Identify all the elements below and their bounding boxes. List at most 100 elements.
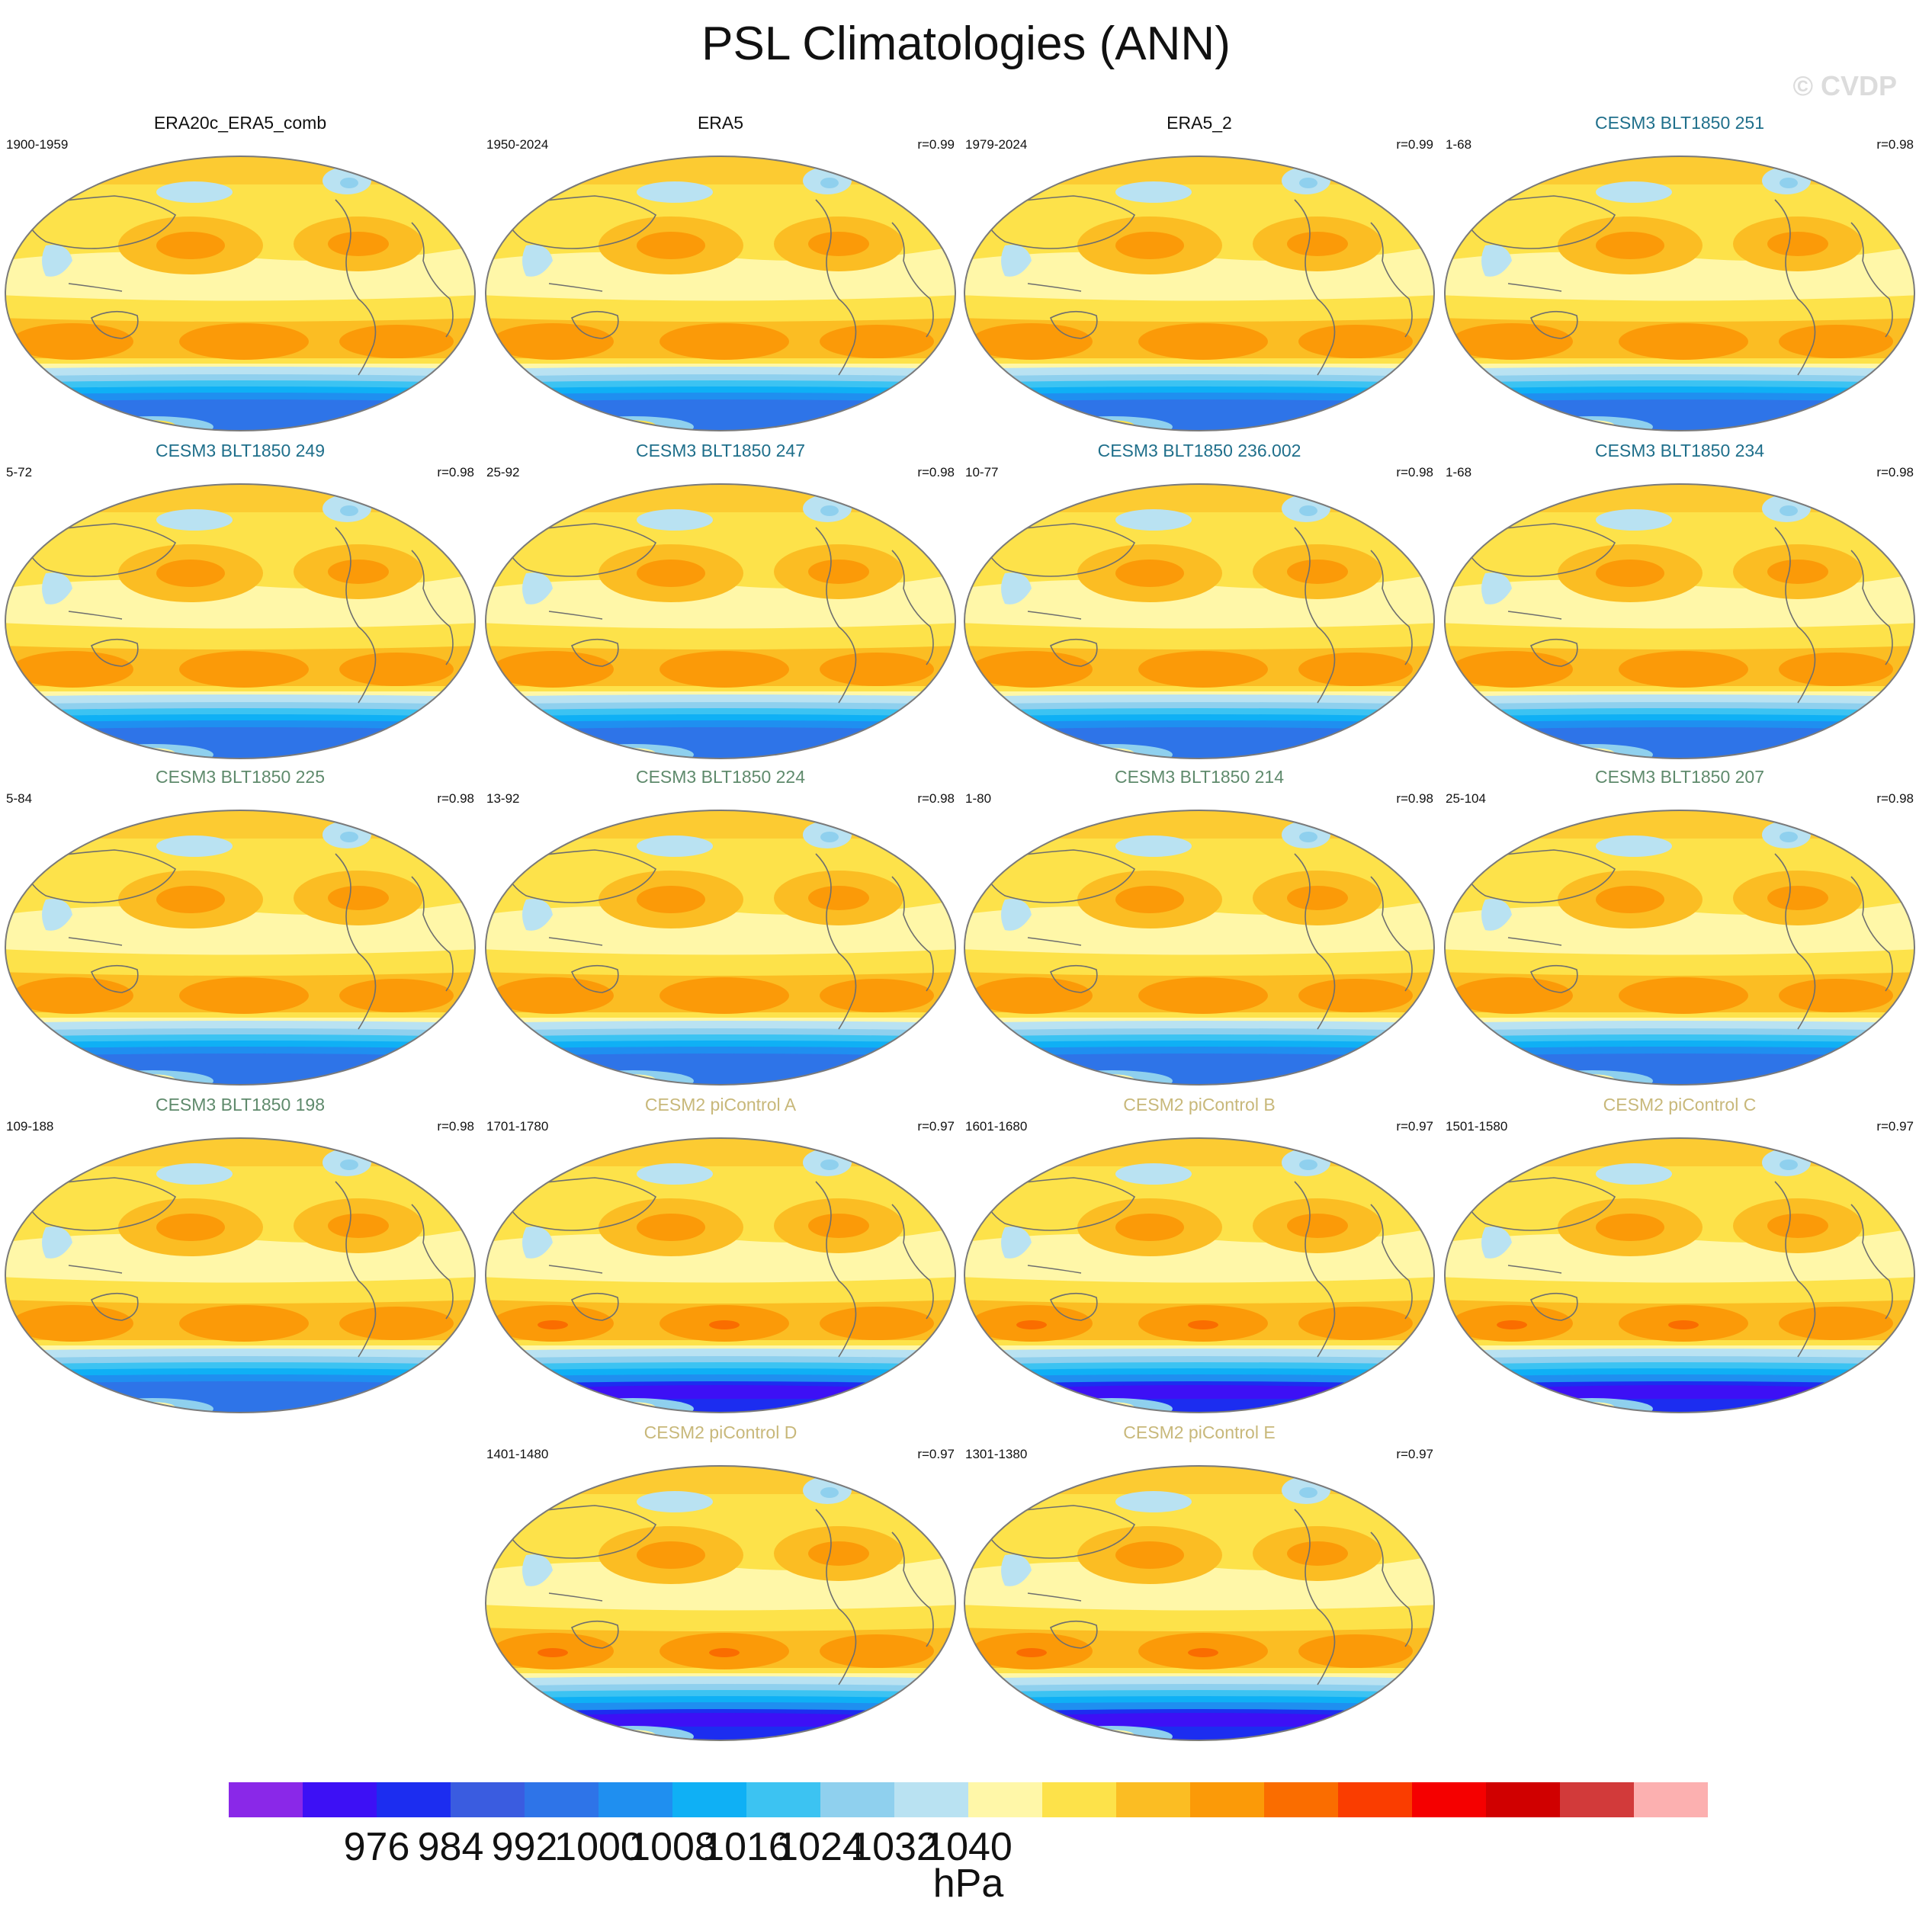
psl-field — [486, 810, 955, 1085]
psl-map — [1444, 156, 1915, 431]
panel-years: 1-68 — [1446, 465, 1472, 479]
map-panel: CESM2 piControl C 1501-1580 r=0.97 — [1439, 1095, 1920, 1415]
panel-title: CESM2 piControl A — [644, 1095, 797, 1114]
panel-title: ERA20c_ERA5_comb — [153, 113, 327, 133]
psl-field — [486, 1138, 955, 1413]
panel-years: 1701-1780 — [486, 1119, 549, 1134]
panel-title: CESM3 BLT1850 251 — [1594, 113, 1765, 133]
psl-map — [5, 483, 476, 759]
colorbar-tick-label: 1000 — [554, 1825, 643, 1869]
panel-title: CESM3 BLT1850 225 — [155, 767, 326, 787]
panel-title: CESM3 BLT1850 198 — [155, 1095, 326, 1114]
colorbar-swatch — [1560, 1782, 1634, 1817]
colorbar-swatch — [968, 1782, 1042, 1817]
colorbar-swatch — [1042, 1782, 1116, 1817]
panel-correlation: r=0.97 — [1876, 1119, 1914, 1134]
psl-map — [964, 1465, 1435, 1741]
panel-title: CESM3 BLT1850 207 — [1594, 767, 1765, 787]
panel-correlation: r=0.97 — [917, 1447, 955, 1461]
map-panel: CESM2 piControl B 1601-1680 r=0.97 — [959, 1095, 1439, 1415]
map-panel: CESM3 BLT1850 236.002 10-77 r=0.98 — [959, 441, 1439, 761]
panel-correlation: r=0.98 — [1876, 791, 1914, 806]
map-panel: ERA5_2 1979-2024 r=0.99 — [959, 113, 1439, 433]
panel-correlation: r=0.98 — [1876, 465, 1914, 479]
panel-correlation: r=0.98 — [917, 791, 955, 806]
map-panel: ERA5 1950-2024 r=0.99 — [480, 113, 961, 433]
colorbar-tick-label: 992 — [492, 1825, 558, 1869]
panel-years: 5-84 — [6, 791, 33, 806]
panel-years: 1401-1480 — [486, 1447, 549, 1461]
map-panel: CESM2 piControl D 1401-1480 r=0.97 — [480, 1422, 961, 1743]
psl-field — [964, 156, 1434, 431]
colorbar-tick-label: 984 — [418, 1825, 484, 1869]
colorbar-units-label: hPa — [933, 1862, 1004, 1906]
panel-years: 1950-2024 — [486, 137, 549, 152]
panel-title: CESM2 piControl D — [643, 1422, 798, 1442]
psl-map — [964, 483, 1435, 759]
panel-title: CESM3 BLT1850 234 — [1594, 441, 1765, 460]
psl-field — [1445, 484, 1914, 758]
panel-years: 5-72 — [6, 465, 33, 479]
colorbar-tick-label: 1024 — [776, 1825, 865, 1869]
panel-title: CESM3 BLT1850 224 — [635, 767, 806, 787]
panel-correlation: r=0.97 — [917, 1119, 955, 1134]
panel-years: 10-77 — [965, 465, 999, 479]
map-panel: CESM3 BLT1850 225 5-84 r=0.98 — [0, 767, 480, 1087]
map-panel: CESM2 piControl E 1301-1380 r=0.97 — [959, 1422, 1439, 1743]
map-panel: CESM3 BLT1850 224 13-92 r=0.98 — [480, 767, 961, 1087]
colorbar-swatch — [377, 1782, 451, 1817]
panel-correlation: r=0.97 — [1396, 1447, 1433, 1461]
psl-map — [5, 810, 476, 1086]
panel-correlation: r=0.97 — [1396, 1119, 1433, 1134]
panel-title: CESM3 BLT1850 247 — [635, 441, 806, 460]
map-panel: CESM3 BLT1850 251 1-68 r=0.98 — [1439, 113, 1920, 433]
panel-correlation: r=0.98 — [437, 791, 474, 806]
panel-years: 1-80 — [965, 791, 992, 806]
panel-years: 1501-1580 — [1446, 1119, 1508, 1134]
panel-title: CESM3 BLT1850 249 — [155, 441, 326, 460]
psl-field — [964, 1466, 1434, 1740]
map-panel: CESM3 BLT1850 214 1-80 r=0.98 — [959, 767, 1439, 1087]
psl-map — [485, 810, 956, 1086]
colorbar-swatch — [1116, 1782, 1190, 1817]
psl-map — [485, 1465, 956, 1741]
panel-correlation: r=0.98 — [1396, 791, 1433, 806]
colorbar-tick-label: 1008 — [628, 1825, 717, 1869]
colorbar-swatch — [451, 1782, 525, 1817]
colorbar-swatch — [303, 1782, 377, 1817]
psl-field — [5, 484, 475, 758]
psl-map — [485, 1137, 956, 1413]
panel-years: 109-188 — [6, 1119, 54, 1134]
psl-field — [1445, 156, 1914, 431]
colorbar-tick-label: 1040 — [924, 1825, 1013, 1869]
psl-field — [5, 810, 475, 1085]
page-title: PSL Climatologies (ANN) — [701, 18, 1231, 70]
psl-field — [486, 484, 955, 758]
colorbar-swatch — [1190, 1782, 1264, 1817]
panel-correlation: r=0.98 — [437, 1119, 474, 1134]
panel-title: ERA5_2 — [1167, 113, 1232, 133]
map-panel: CESM3 BLT1850 207 25-104 r=0.98 — [1439, 767, 1920, 1087]
psl-field — [964, 1138, 1434, 1413]
colorbar-swatch — [746, 1782, 820, 1817]
psl-map — [1444, 483, 1915, 759]
map-panel: CESM3 BLT1850 234 1-68 r=0.98 — [1439, 441, 1920, 761]
panel-correlation: r=0.98 — [917, 465, 955, 479]
colorbar-swatch — [894, 1782, 968, 1817]
psl-map — [964, 156, 1435, 431]
panel-title: CESM2 piControl B — [1123, 1095, 1276, 1114]
psl-map — [485, 483, 956, 759]
panel-years: 1900-1959 — [6, 137, 69, 152]
panel-correlation: r=0.99 — [1396, 137, 1433, 152]
panel-years: 25-92 — [486, 465, 520, 479]
map-panel: CESM2 piControl A 1701-1780 r=0.97 — [480, 1095, 961, 1415]
map-panel: ERA20c_ERA5_comb 1900-1959 — [0, 113, 480, 433]
psl-map — [964, 1137, 1435, 1413]
colorbar-swatch — [672, 1782, 746, 1817]
colorbar-swatch — [1264, 1782, 1338, 1817]
panel-years: 1979-2024 — [965, 137, 1028, 152]
panel-years: 1-68 — [1446, 137, 1472, 152]
watermark: © CVDP — [1792, 70, 1897, 101]
map-panel: CESM3 BLT1850 247 25-92 r=0.98 — [480, 441, 961, 761]
psl-map — [5, 1137, 476, 1413]
